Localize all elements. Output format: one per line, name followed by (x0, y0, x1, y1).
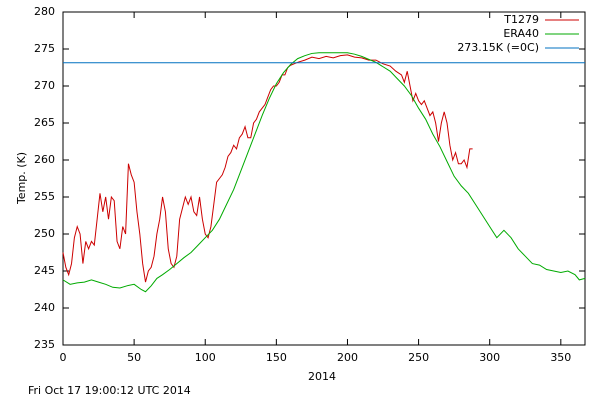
x-tick-label: 200 (337, 351, 358, 364)
y-tick-label: 235 (34, 338, 55, 351)
series-line (62, 54, 473, 283)
series-line (62, 52, 586, 293)
y-tick-label: 255 (34, 190, 55, 203)
x-tick-label: 50 (127, 351, 141, 364)
footer: Fri Oct 17 19:00:12 UTC 2014 (28, 384, 191, 397)
x-tick-label: 350 (550, 351, 571, 364)
x-tick-label: 250 (408, 351, 429, 364)
x-tick-label: 300 (479, 351, 500, 364)
legend-label: 273.15K (=0C) (457, 41, 539, 54)
y-axis-label: Temp. (K) (15, 152, 28, 205)
y-tick-label: 260 (34, 153, 55, 166)
legend-label: ERA40 (503, 27, 539, 40)
y-tick-label: 240 (34, 301, 55, 314)
x-tick-label: 100 (195, 351, 216, 364)
x-axis-label: 2014 (308, 370, 336, 383)
y-tick-label: 265 (34, 116, 55, 129)
x-tick-label: 0 (60, 351, 67, 364)
legend-label: T1279 (503, 13, 539, 26)
y-tick-label: 250 (34, 227, 55, 240)
x-tick-label: 150 (266, 351, 287, 364)
plot-frame (62, 11, 586, 346)
y-tick-label: 280 (34, 5, 55, 18)
y-tick-label: 270 (34, 79, 55, 92)
y-tick-label: 275 (34, 42, 55, 55)
y-tick-label: 245 (34, 264, 55, 277)
